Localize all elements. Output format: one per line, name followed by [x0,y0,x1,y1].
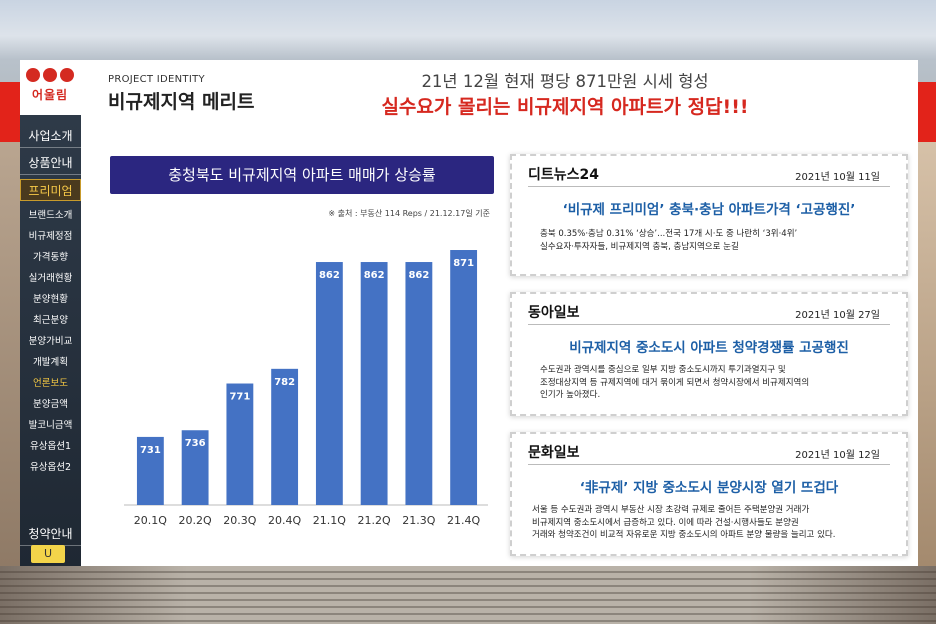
submenu-sale-status[interactable]: 분양현황 [33,294,68,305]
chart-x-tick-label: 21.2Q [358,514,391,527]
news-body: 충북 0.35%·충남 0.31% ‘상승’...전국 17개 시·도 중 나란… [540,228,886,253]
menu-business-intro[interactable]: 사업소개 [20,125,81,148]
chart-bar-21.2Q [360,262,388,505]
news-body: 서울 등 수도권과 광역시 부동산 시장 초강력 규제로 줄어든 주택분양권 거… [532,504,886,542]
logo-dots-icon [22,68,78,82]
news-body-line: 거래와 청약조건이 비교적 자유로운 지방 중소도시의 아파트 분양 물량을 늘… [532,530,836,540]
submenu-dev-plan[interactable]: 개발계획 [33,357,68,368]
news-date: 2021년 10월 11일 [795,172,880,183]
sidebar-menu: 사업소개 상품안내 프리미엄 브랜드소개 비규제정점 가격동향 실거래현황 분양… [20,115,81,566]
chart-data-label: 771 [229,392,250,403]
project-identity-label: PROJECT IDENTITY [108,74,205,85]
news-divider [528,464,890,465]
chart-data-label: 862 [364,270,385,281]
background-wall-right [918,142,936,566]
chart-data-label: 782 [274,377,295,388]
news-card-3[interactable]: 문화일보 2021년 10월 12일 ‘非규제’ 지방 중소도시 분양시장 열기… [510,432,908,556]
chart-data-label: 731 [140,445,161,456]
news-body-line: 충북 0.35%·충남 0.31% ‘상승’...전국 17개 시·도 중 나란… [540,229,798,239]
menu-subscription[interactable]: 청약안내 [20,523,81,546]
chart-data-label: 736 [185,438,206,449]
news-date: 2021년 10월 12일 [795,450,880,461]
news-headline[interactable]: ‘非규제’ 지방 중소도시 분양시장 열기 뜨겁다 [579,480,839,496]
submenu-brand-intro[interactable]: 브랜드소개 [28,210,73,221]
chart-x-tick-label: 20.2Q [179,514,212,527]
news-body-line: 인기가 높아졌다. [540,390,601,400]
chart-data-label: 862 [408,270,429,281]
chart-bar-21.4Q [450,250,478,505]
news-source: 문화일보 [528,445,580,461]
background-banner-right [918,82,936,142]
chart-data-label: 862 [319,270,340,281]
chart-source: ※ 출처 : 부동산 114 Reps / 21.12.17일 기준 [328,209,490,218]
submenu-sale-price[interactable]: 분양금액 [33,399,68,410]
chart-x-tick-label: 20.4Q [268,514,301,527]
brand-logo[interactable]: 어울림 [22,66,78,110]
news-body-line: 서울 등 수도권과 광역시 부동산 시장 초강력 규제로 줄어든 주택분양권 거… [532,505,810,515]
news-card-2[interactable]: 동아일보 2021년 10월 27일 비규제지역 중소도시 아파트 청약경쟁률 … [510,292,908,416]
chart-bar-21.3Q [405,262,433,505]
menu-premium[interactable]: 프리미엄 [20,179,81,201]
chart-x-tick-label: 20.3Q [223,514,256,527]
chart-bar-20.4Q [271,368,299,505]
chart-bar-20.3Q [226,383,254,505]
background-sky [0,0,936,60]
chart-data-label: 871 [453,258,474,269]
submenu-unregulated[interactable]: 비규제정점 [28,231,73,242]
news-source: 동아일보 [528,305,580,321]
background-wall-left [0,142,20,566]
news-source: 디트뉴스24 [528,167,600,183]
sidebar: 어울림 사업소개 상품안내 프리미엄 브랜드소개 비규제정점 가격동향 실거래현… [20,60,81,566]
news-headline[interactable]: ‘비규제 프리미엄’ 충북·충남 아파트가격 ‘고공행진’ [562,202,856,218]
submenu-recent-sale[interactable]: 최근분양 [33,315,68,326]
chart-x-tick-label: 21.4Q [447,514,480,527]
submenu-price-trend[interactable]: 가격동향 [33,252,68,263]
menu-toggle-icon[interactable]: U [31,545,65,563]
submenu-option-1[interactable]: 유상옵션1 [29,441,71,452]
background-stairs-shade [0,566,936,624]
news-body-line: 수도권과 광역시를 중심으로 일부 지방 중소도시까지 투기과열지구 및 [540,365,786,375]
chart-x-tick-label: 20.1Q [134,514,167,527]
main-panel: 어울림 사업소개 상품안내 프리미엄 브랜드소개 비규제정점 가격동향 실거래현… [20,60,918,566]
news-card-1[interactable]: 디트뉴스24 2021년 10월 11일 ‘비규제 프리미엄’ 충북·충남 아파… [510,154,908,276]
chart-title: 충청북도 비규제지역 아파트 매매가 상승률 [110,156,494,194]
submenu-press[interactable]: 언론보도 [33,378,68,389]
news-body-line: 조정대상지역 등 규제지역에 대거 묶이게 되면서 청약시장에서 비규제지역의 [540,377,810,388]
submenu-option-2[interactable]: 유상옵션2 [29,462,71,473]
submenu-transactions[interactable]: 실거래현황 [28,273,73,284]
page-title: 비규제지역 메리트 [108,91,255,113]
headline: 21년 12월 현재 평당 871만원 시세 형성 [421,72,709,91]
news-body-line: 비규제지역 중소도시에서 급증하고 있다. 이에 따라 건설·시행사들도 분양권 [532,517,799,528]
price-bar-chart: 731 20.1Q 736 20.2Q 771 20.3Q 782 20.4Q 862 21.1Q… [124,250,488,527]
news-date: 2021년 10월 27일 [795,310,880,321]
news-divider [528,324,890,325]
menu-product-info[interactable]: 상품안내 [20,152,81,175]
subheadline: 실수요가 몰리는 비규제지역 아파트가 정답!!! [381,96,749,118]
news-body: 수도권과 광역시를 중심으로 일부 지방 중소도시까지 투기과열지구 및 조정대… [540,364,886,402]
chart-bar-20.2Q [181,430,209,505]
submenu-balcony-price[interactable]: 발코니금액 [28,420,73,431]
submenu-price-compare[interactable]: 분양가비교 [28,336,73,347]
news-body-line: 실수요자·투자자들, 비규제지역 충북, 충남지역으로 눈길 [540,241,739,252]
background-banner-left [0,82,20,142]
news-headline[interactable]: 비규제지역 중소도시 아파트 청약경쟁률 고공행진 [569,340,849,356]
chart-bar-21.1Q [315,262,343,505]
chart-x-tick-label: 21.3Q [402,514,435,527]
chart-bar-20.1Q [136,436,164,505]
news-divider [528,186,890,187]
chart-x-tick-label: 21.1Q [313,514,346,527]
logo-text: 어울림 [31,88,69,102]
